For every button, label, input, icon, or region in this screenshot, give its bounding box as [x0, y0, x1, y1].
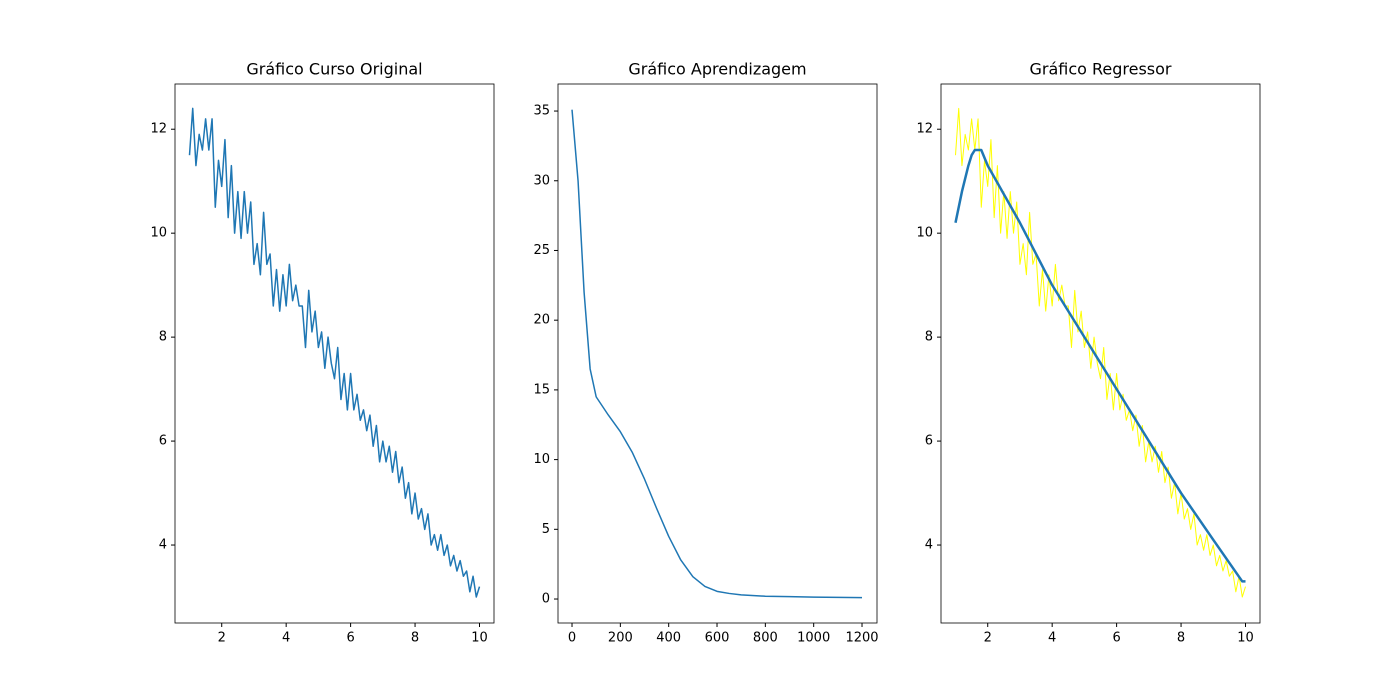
x-tick-label: 800: [753, 631, 778, 646]
y-tick-label: 4: [925, 538, 933, 553]
y-tick-label: 5: [542, 522, 550, 537]
y-tick-label: 35: [533, 104, 550, 119]
y-tick-label: 0: [542, 592, 550, 607]
y-tick-label: 6: [159, 434, 167, 449]
x-tick-label: 1000: [797, 631, 830, 646]
plot-frame: [174, 83, 495, 624]
y-tick-label: 4: [159, 538, 167, 553]
x-tick-label: 10: [471, 631, 488, 646]
x-tick-label: 200: [608, 631, 633, 646]
chart-title: Gráfico Aprendizagem: [628, 60, 806, 79]
data-line: [571, 109, 863, 599]
y-tick-label: 10: [150, 226, 167, 241]
y-tick-label: 12: [150, 122, 167, 137]
y-tick-label: 15: [533, 382, 550, 397]
y-tick-label: 6: [925, 434, 933, 449]
data-line: [954, 148, 1246, 583]
x-tick-label: 0: [568, 631, 576, 646]
y-tick-label: 25: [533, 243, 550, 258]
x-tick-label: 2: [984, 631, 992, 646]
plot-frame: [940, 83, 1261, 624]
y-tick-label: 12: [916, 122, 933, 137]
x-tick-label: 10: [1237, 631, 1254, 646]
chart-title: Gráfico Curso Original: [246, 60, 422, 79]
x-tick-label: 2: [218, 631, 226, 646]
x-tick-label: 6: [1112, 631, 1120, 646]
x-tick-label: 600: [705, 631, 730, 646]
y-tick-label: 10: [533, 452, 550, 467]
x-tick-label: 8: [411, 631, 419, 646]
data-line: [188, 107, 481, 598]
data-line: [955, 107, 1246, 598]
x-tick-label: 1200: [845, 631, 878, 646]
y-tick-label: 30: [533, 173, 550, 188]
y-tick-label: 20: [533, 313, 550, 328]
y-tick-label: 8: [925, 330, 933, 345]
x-tick-label: 4: [282, 631, 290, 646]
y-tick-label: 8: [159, 330, 167, 345]
x-tick-label: 6: [346, 631, 354, 646]
x-tick-label: 400: [656, 631, 681, 646]
chart-title: Gráfico Regressor: [1029, 60, 1171, 79]
x-tick-label: 4: [1048, 631, 1056, 646]
x-tick-label: 8: [1177, 631, 1185, 646]
plot-frame: [557, 83, 878, 624]
y-tick-label: 10: [916, 226, 933, 241]
